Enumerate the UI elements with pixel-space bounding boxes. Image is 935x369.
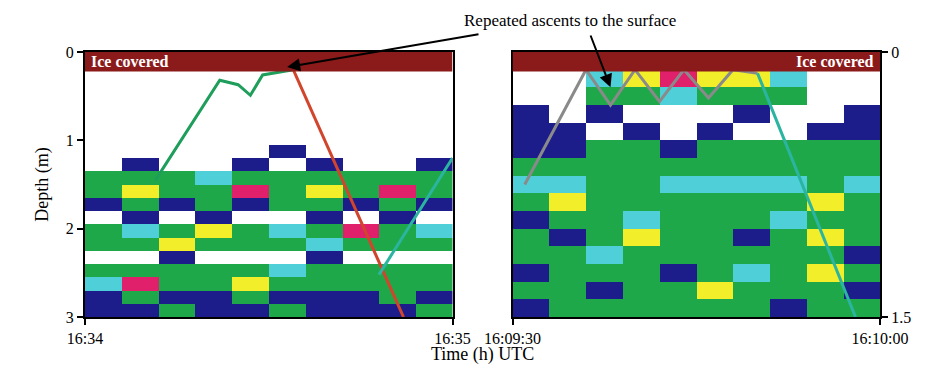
- svg-text:Repeated ascents to the surfac: Repeated ascents to the surface: [464, 11, 676, 30]
- svg-text:0: 0: [891, 44, 899, 61]
- svg-text:2: 2: [66, 220, 74, 237]
- svg-text:Ice covered: Ice covered: [796, 53, 874, 70]
- svg-text:1: 1: [66, 132, 74, 149]
- svg-text:1.5: 1.5: [891, 309, 911, 326]
- svg-text:3: 3: [66, 309, 74, 326]
- svg-text:16:34: 16:34: [67, 330, 103, 347]
- svg-text:Time (h) UTC: Time (h) UTC: [431, 344, 534, 365]
- svg-text:Depth (m): Depth (m): [32, 147, 53, 221]
- svg-text:0: 0: [66, 44, 74, 61]
- svg-text:16:09:30: 16:09:30: [484, 330, 541, 347]
- svg-text:Ice covered: Ice covered: [91, 53, 169, 70]
- svg-text:16:10:00: 16:10:00: [852, 330, 909, 347]
- svg-text:16:35: 16:35: [434, 330, 470, 347]
